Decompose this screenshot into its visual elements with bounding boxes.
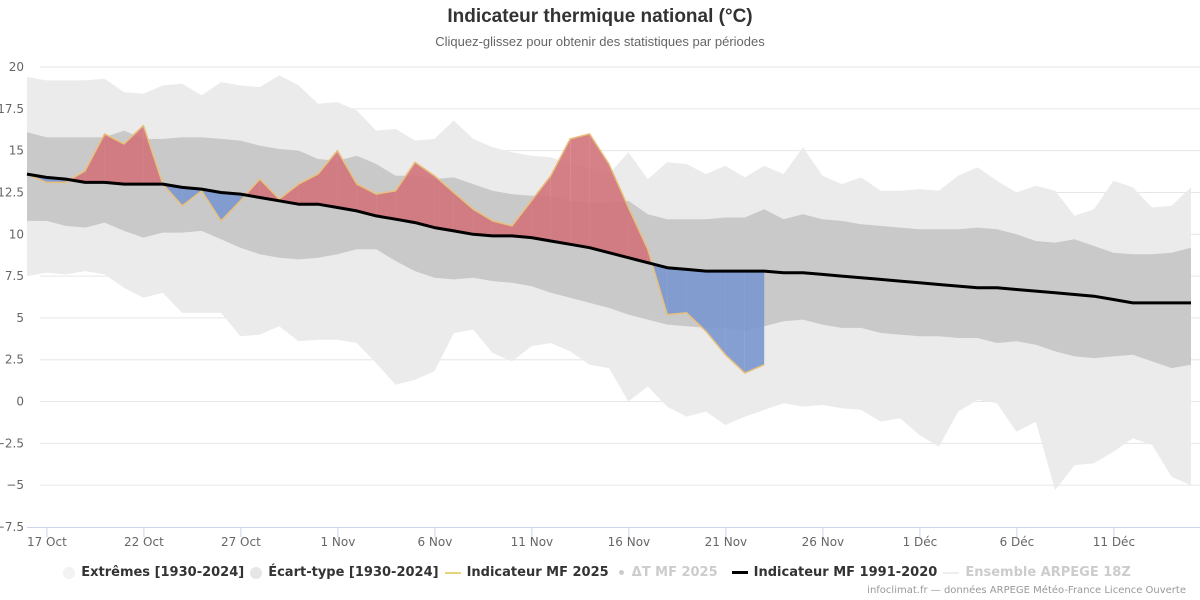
warm-anomaly-fill xyxy=(628,207,648,263)
y-tick-label: 17.5 xyxy=(0,102,24,116)
y-tick-label: −2.5 xyxy=(0,436,24,450)
y-tick-label: −5 xyxy=(6,478,24,492)
y-tick-label: 10 xyxy=(9,227,24,241)
chart-subtitle: Cliquez-glissez pour obtenir des statist… xyxy=(435,34,765,49)
x-tick-label: 21 Nov xyxy=(705,535,748,549)
legend-item-ecart-type[interactable]: Écart-type [1930-2024] xyxy=(250,565,439,580)
axis-layer: 20 17.5 15 12.5 10 7.5 5 2.5 0 −2.5 −5 −7.517 Oct 22… xyxy=(0,60,1200,549)
legend-label: Indicateur MF 2025 xyxy=(466,565,609,580)
legend-dot-icon xyxy=(618,570,624,575)
legend-label: ΔT MF 2025 xyxy=(631,565,718,580)
legend-item-extremes[interactable]: Extrêmes [1930-2024] xyxy=(63,565,244,580)
warm-anomaly-fill xyxy=(337,150,357,211)
mf-1991-2020-line xyxy=(26,172,1191,305)
x-tick-label: 11 Déc xyxy=(1093,535,1135,549)
legend-label: Indicateur MF 1991-2020 xyxy=(753,565,938,580)
y-tick-label: 2.5 xyxy=(5,353,24,367)
x-tick-label: 22 Oct xyxy=(124,535,164,549)
y-tick-label: 20 xyxy=(9,60,24,74)
x-tick-label: 11 Nov xyxy=(511,535,554,549)
y-tick-label: −7.5 xyxy=(0,520,24,534)
cold-anomaly-fill xyxy=(667,267,687,315)
credits-link[interactable]: infoclimat.fr — données ARPEGE Météo-Fra… xyxy=(867,585,1186,596)
anomaly-layer xyxy=(27,125,765,374)
legend-line-icon xyxy=(731,571,748,574)
x-tick-label: 26 Nov xyxy=(802,535,845,549)
legend-dot-icon xyxy=(63,566,76,579)
warm-anomaly-fill xyxy=(376,190,396,220)
y-tick-label: 15 xyxy=(9,144,24,158)
warm-anomaly-fill xyxy=(550,138,571,245)
legend-item-mf-1991-2020[interactable]: Indicateur MF 1991-2020 xyxy=(731,565,938,580)
x-tick-label: 1 Déc xyxy=(903,535,938,549)
cold-anomaly-fill xyxy=(744,271,765,374)
warm-anomaly-fill xyxy=(318,150,338,208)
warm-anomaly-fill xyxy=(570,133,590,248)
x-tick-label: 6 Déc xyxy=(1000,535,1035,549)
line-layer xyxy=(26,124,1191,374)
legend-item-delta-t[interactable]: ΔT MF 2025 xyxy=(615,565,718,580)
warm-anomaly-fill xyxy=(279,184,299,205)
y-tick-label: 7.5 xyxy=(5,269,24,283)
warm-anomaly-fill xyxy=(415,162,435,228)
legend-label: Écart-type [1930-2024] xyxy=(268,565,439,580)
legend-item-arpege[interactable]: Ensemble ARPEGE 18Z xyxy=(943,565,1131,580)
x-tick-label: 16 Nov xyxy=(608,535,651,549)
cold-anomaly-fill xyxy=(725,271,745,374)
cold-anomaly-fill xyxy=(221,192,241,221)
cold-anomaly-fill xyxy=(706,271,726,355)
legend-label: Extrêmes [1930-2024] xyxy=(81,565,245,580)
warm-anomaly-fill xyxy=(531,175,551,241)
y-tick-label: 0 xyxy=(16,395,24,409)
warm-anomaly-fill xyxy=(453,192,474,235)
warm-anomaly-fill xyxy=(589,133,609,253)
warm-anomaly-fill xyxy=(395,162,415,223)
legend-item-mf-2025[interactable]: Indicateur MF 2025 xyxy=(444,565,609,580)
legend-dot-icon xyxy=(250,566,263,579)
x-tick-label: 6 Nov xyxy=(417,535,452,549)
legend-line-icon xyxy=(444,571,461,574)
warm-anomaly-fill xyxy=(512,200,532,238)
legend-label: Ensemble ARPEGE 18Z xyxy=(965,565,1131,580)
legend-line-icon xyxy=(943,571,960,574)
warm-anomaly-fill xyxy=(104,133,124,185)
chart-title: Indicateur thermique national (°C) xyxy=(447,6,753,27)
warm-anomaly-fill xyxy=(473,209,493,236)
warm-anomaly-fill xyxy=(85,133,105,183)
legend: Extrêmes [1930-2024] Écart-type [1930-20… xyxy=(0,565,1200,580)
y-tick-label: 5 xyxy=(16,311,24,325)
x-tick-label: 27 Oct xyxy=(221,535,261,549)
x-tick-label: 17 Oct xyxy=(27,535,67,549)
x-tick-label: 1 Nov xyxy=(320,535,355,549)
area-layer xyxy=(27,75,1191,491)
cold-anomaly-fill xyxy=(686,269,706,332)
warm-anomaly-fill xyxy=(434,175,454,231)
warm-anomaly-fill xyxy=(609,164,629,258)
mf-2025-line xyxy=(26,124,765,374)
y-tick-label: 12.5 xyxy=(0,185,24,199)
